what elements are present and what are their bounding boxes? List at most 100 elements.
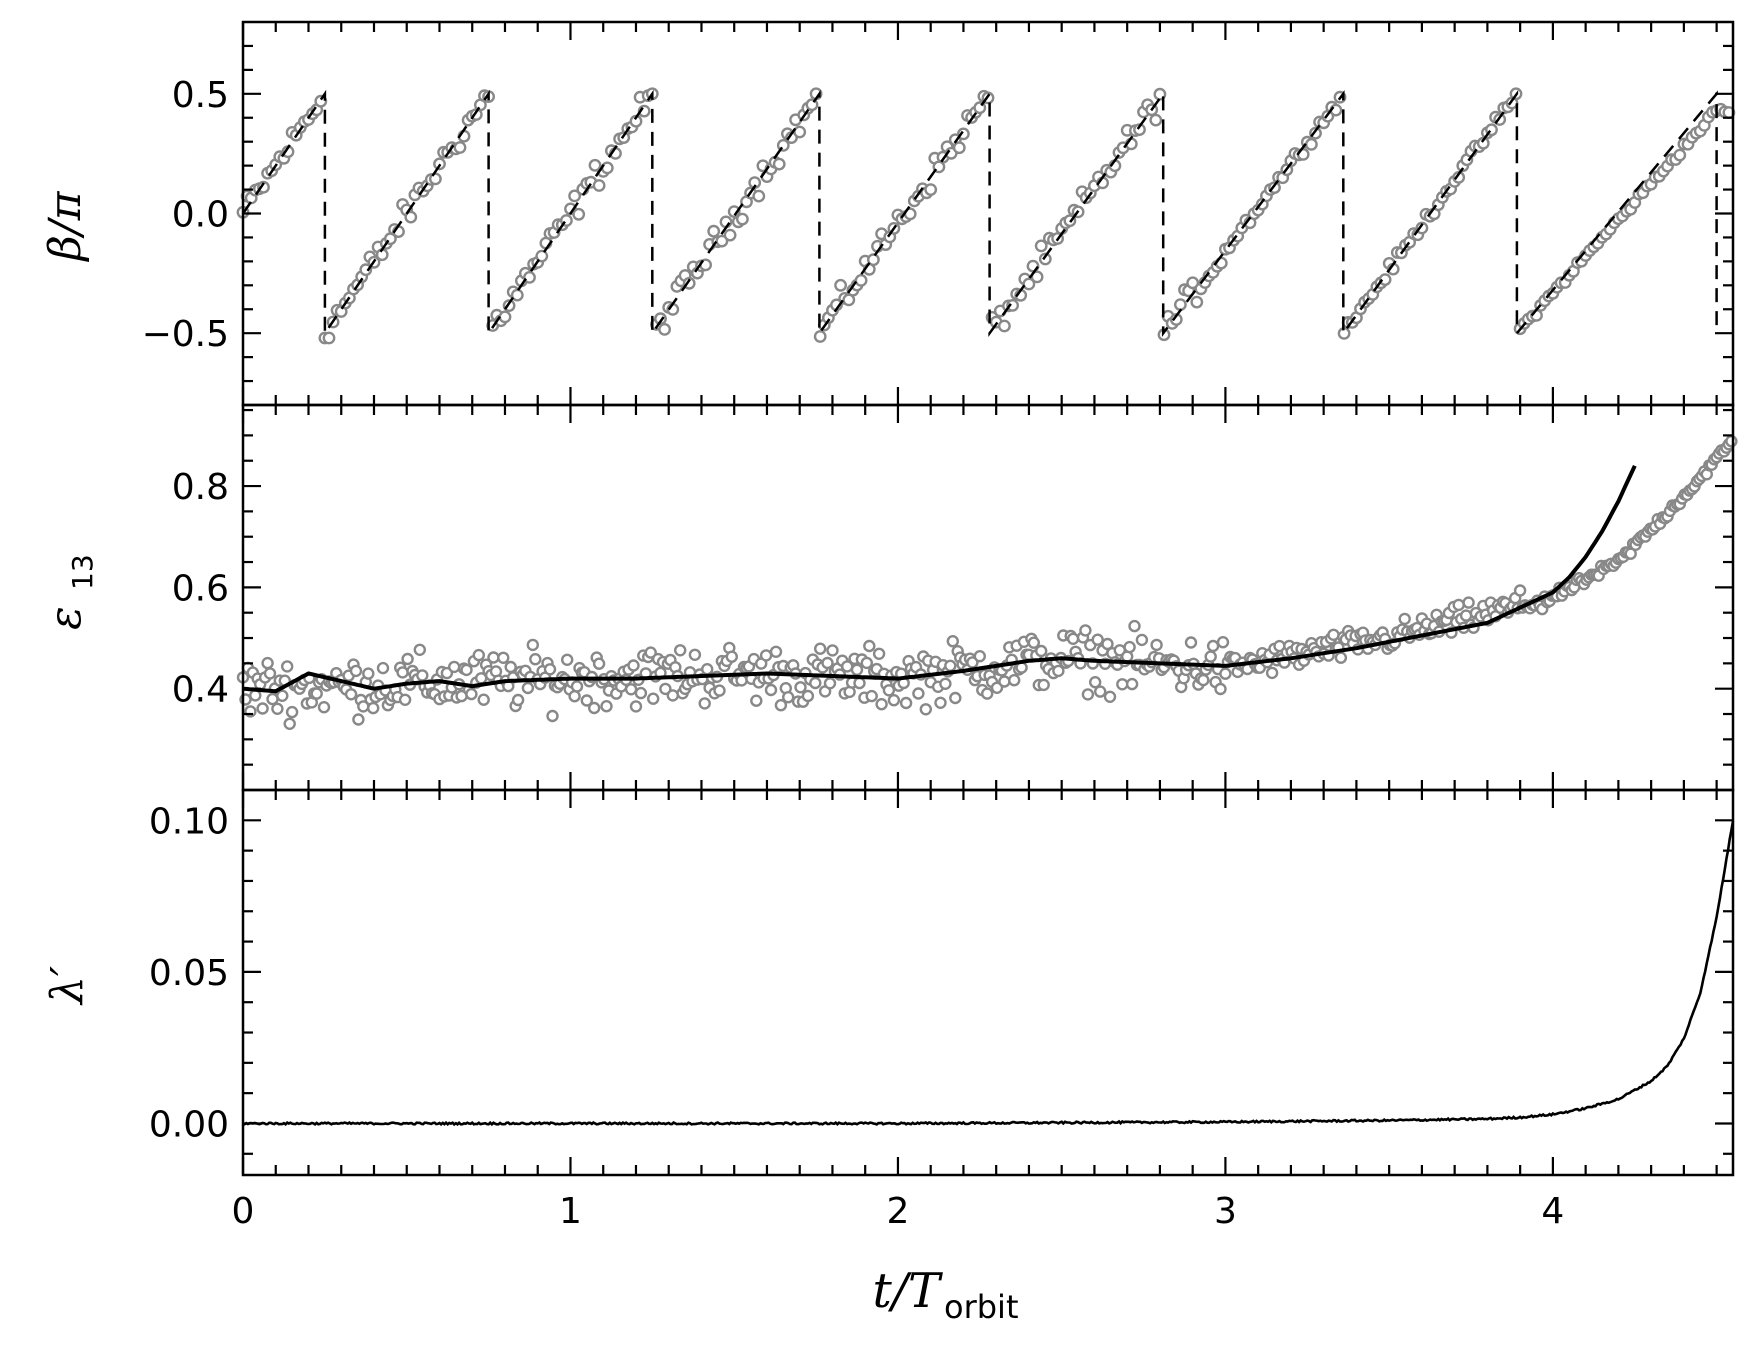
eps13-point xyxy=(674,644,687,657)
beta-point xyxy=(600,161,614,175)
panel-beta: 0.5 0.0 −0.5 β/π xyxy=(40,20,1736,407)
eps13-point xyxy=(448,660,461,674)
eps13-point xyxy=(1135,633,1149,647)
beta-point xyxy=(257,180,270,194)
eps13-point xyxy=(1513,584,1527,597)
eps13-point xyxy=(875,698,888,711)
eps13-point xyxy=(823,677,837,690)
eps13-point xyxy=(568,690,581,703)
eps13-point xyxy=(887,694,901,707)
y-tick-label: 0.6 xyxy=(172,568,229,609)
y-tick-label: 0.0 xyxy=(172,195,229,236)
beta-point xyxy=(359,263,373,277)
eps13-point xyxy=(283,717,296,730)
beta-point xyxy=(793,125,807,139)
eps13-point xyxy=(1327,628,1340,641)
eps13-point xyxy=(644,646,657,659)
eps13-point xyxy=(1125,677,1139,691)
eps13-point xyxy=(647,692,660,705)
beta-point xyxy=(707,224,721,238)
lambda-axes-frame xyxy=(241,788,1735,1177)
eps13-point xyxy=(659,682,672,696)
eps13-point xyxy=(504,660,517,674)
eps13-point xyxy=(1081,688,1095,701)
eps13-point xyxy=(1204,650,1217,663)
eps13-point xyxy=(764,683,778,697)
eps13-point xyxy=(580,694,593,707)
eps13-point xyxy=(1219,667,1232,680)
eps13-point xyxy=(627,659,640,672)
eps13-point xyxy=(939,677,952,690)
beta-point xyxy=(867,253,880,267)
beta-point xyxy=(952,141,966,155)
y-tick-label: 0.8 xyxy=(172,467,229,508)
eps13-point xyxy=(750,694,763,707)
lambda-y-axis-label: λ′ xyxy=(42,966,93,1006)
eps13-point xyxy=(1197,673,1210,687)
eps13-point xyxy=(735,674,748,687)
eps13-point xyxy=(826,644,839,657)
beta-dashed-series xyxy=(241,89,1718,338)
eps13-point xyxy=(1101,637,1114,651)
beta-point xyxy=(654,312,667,326)
y-tick-label: −0.5 xyxy=(142,314,229,355)
eps13-point xyxy=(256,702,269,715)
beta-point xyxy=(772,157,786,171)
beta-y-axis-label: β/π xyxy=(40,190,91,262)
eps13-y-label-subscript: 13 xyxy=(66,554,99,590)
lambda-y-ticks: 0.10 0.05 0.00 xyxy=(149,801,1733,1155)
eps13-point xyxy=(769,645,783,658)
eps13-point xyxy=(1128,619,1141,633)
eps13-point xyxy=(261,656,274,670)
beta-point xyxy=(1305,137,1318,151)
eps13-point xyxy=(592,657,606,670)
eps13-point xyxy=(472,648,485,662)
eps13-point xyxy=(1462,596,1475,609)
eps13-point xyxy=(1093,685,1107,698)
y-tick-label: 0.00 xyxy=(149,1104,229,1145)
eps13-point xyxy=(477,693,490,706)
beta-point xyxy=(322,331,336,345)
beta-point xyxy=(453,141,467,154)
eps13-point xyxy=(1452,598,1465,612)
beta-point xyxy=(813,330,827,343)
lambda-line-series xyxy=(242,820,1735,1127)
eps13-point xyxy=(1008,674,1021,687)
axes-box xyxy=(241,20,1735,407)
panel-lambda: 0.10 0.05 0.00 λ′ xyxy=(42,788,1735,1177)
eps13-point xyxy=(949,691,962,705)
x-tick-labels: 0 1 2 3 4 xyxy=(232,1191,1565,1232)
eps13-trend-line xyxy=(242,464,1637,694)
eps13-point xyxy=(266,692,279,706)
beta-point xyxy=(404,210,418,224)
eps13-point xyxy=(600,700,613,713)
eps13-point xyxy=(872,647,886,660)
y-tick-label: 0.10 xyxy=(149,801,229,842)
eps13-y-ticks: 0.8 0.6 0.4 xyxy=(172,408,1733,766)
eps13-point xyxy=(725,650,738,663)
x-tick-label: 4 xyxy=(1541,1191,1564,1232)
eps13-point xyxy=(713,684,726,697)
eps13-point xyxy=(698,697,711,710)
eps13-point xyxy=(801,689,815,703)
beta-point xyxy=(752,189,766,203)
eps13-y-label-main: ε xyxy=(40,606,91,630)
eps13-point xyxy=(416,669,429,682)
eps13-point xyxy=(1184,636,1198,649)
eps13-point xyxy=(1052,664,1065,678)
eps13-point xyxy=(1216,636,1230,649)
beta-point xyxy=(957,127,970,141)
eps13-point xyxy=(570,680,584,693)
eps13-point xyxy=(853,676,866,690)
eps13-point xyxy=(1265,666,1279,680)
eps13-point xyxy=(1725,435,1738,448)
eps13-point xyxy=(362,667,375,680)
beta-scatter-series xyxy=(236,87,1736,345)
eps13-point xyxy=(634,686,648,700)
eps13-point xyxy=(526,638,539,652)
beta-point xyxy=(1006,298,1019,312)
eps13-point xyxy=(850,663,864,676)
eps13-point xyxy=(521,681,535,695)
eps13-point xyxy=(1206,639,1220,653)
eps13-line-series xyxy=(242,464,1637,694)
